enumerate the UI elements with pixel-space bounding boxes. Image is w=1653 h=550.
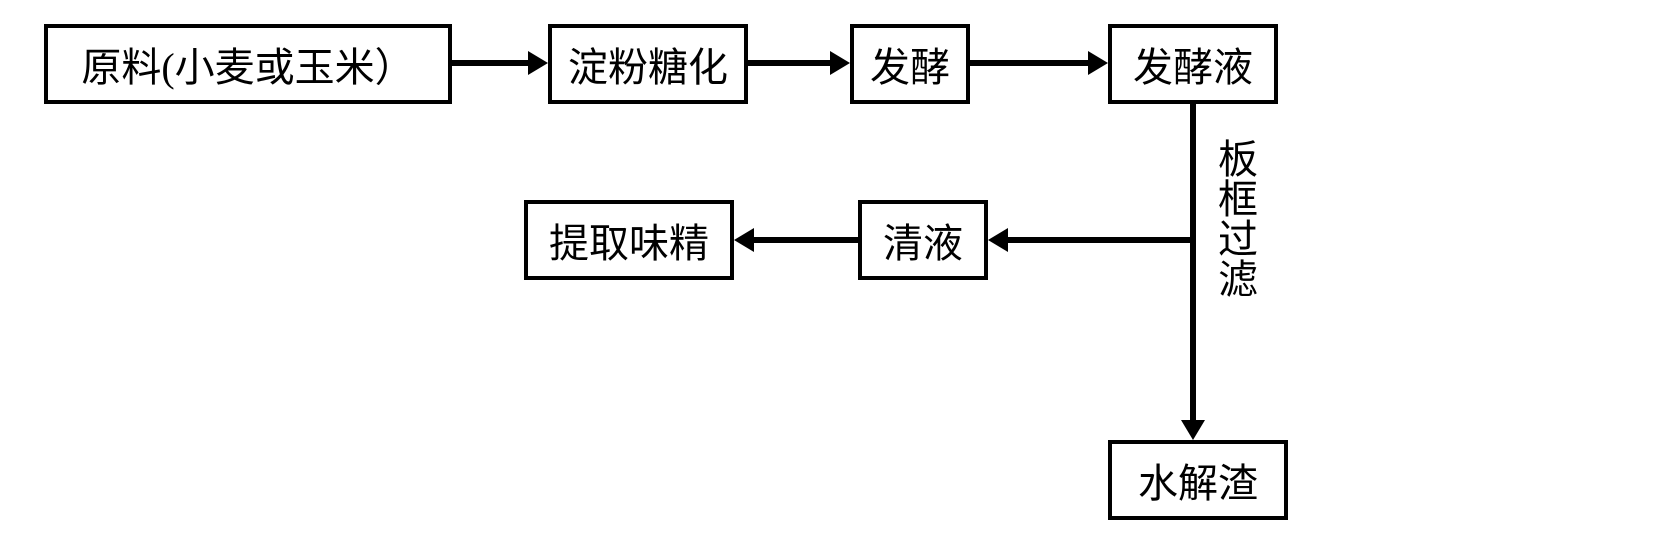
edge-clear-to-extract	[754, 237, 858, 243]
node-clear-liquid: 清液	[858, 200, 988, 280]
arrow-head-icon	[988, 228, 1008, 252]
edge-label-filter: 板 框 过 滤	[1218, 140, 1258, 300]
label-char: 板	[1218, 140, 1258, 180]
node-fermentation: 发酵	[850, 24, 970, 104]
node-starch-saccharification: 淀粉糖化	[548, 24, 748, 104]
edge-ferment-to-broth	[970, 60, 1088, 66]
edge-raw-to-starch	[452, 60, 528, 66]
arrow-head-icon	[1181, 420, 1205, 440]
node-fermentation-broth: 发酵液	[1108, 24, 1278, 104]
node-raw-material: 原料(小麦或玉米）	[44, 24, 452, 104]
node-hydrolysis-residue: 水解渣	[1108, 440, 1288, 520]
label-char: 滤	[1218, 260, 1258, 300]
edge-broth-to-residue	[1190, 104, 1196, 420]
label-char: 过	[1218, 220, 1258, 260]
arrow-head-icon	[1088, 51, 1108, 75]
edge-broth-to-clear	[1008, 237, 1192, 243]
node-extract-msg: 提取味精	[524, 200, 734, 280]
arrow-head-icon	[528, 51, 548, 75]
label-char: 框	[1218, 180, 1258, 220]
arrow-head-icon	[734, 228, 754, 252]
edge-starch-to-ferment	[748, 60, 830, 66]
arrow-head-icon	[830, 51, 850, 75]
